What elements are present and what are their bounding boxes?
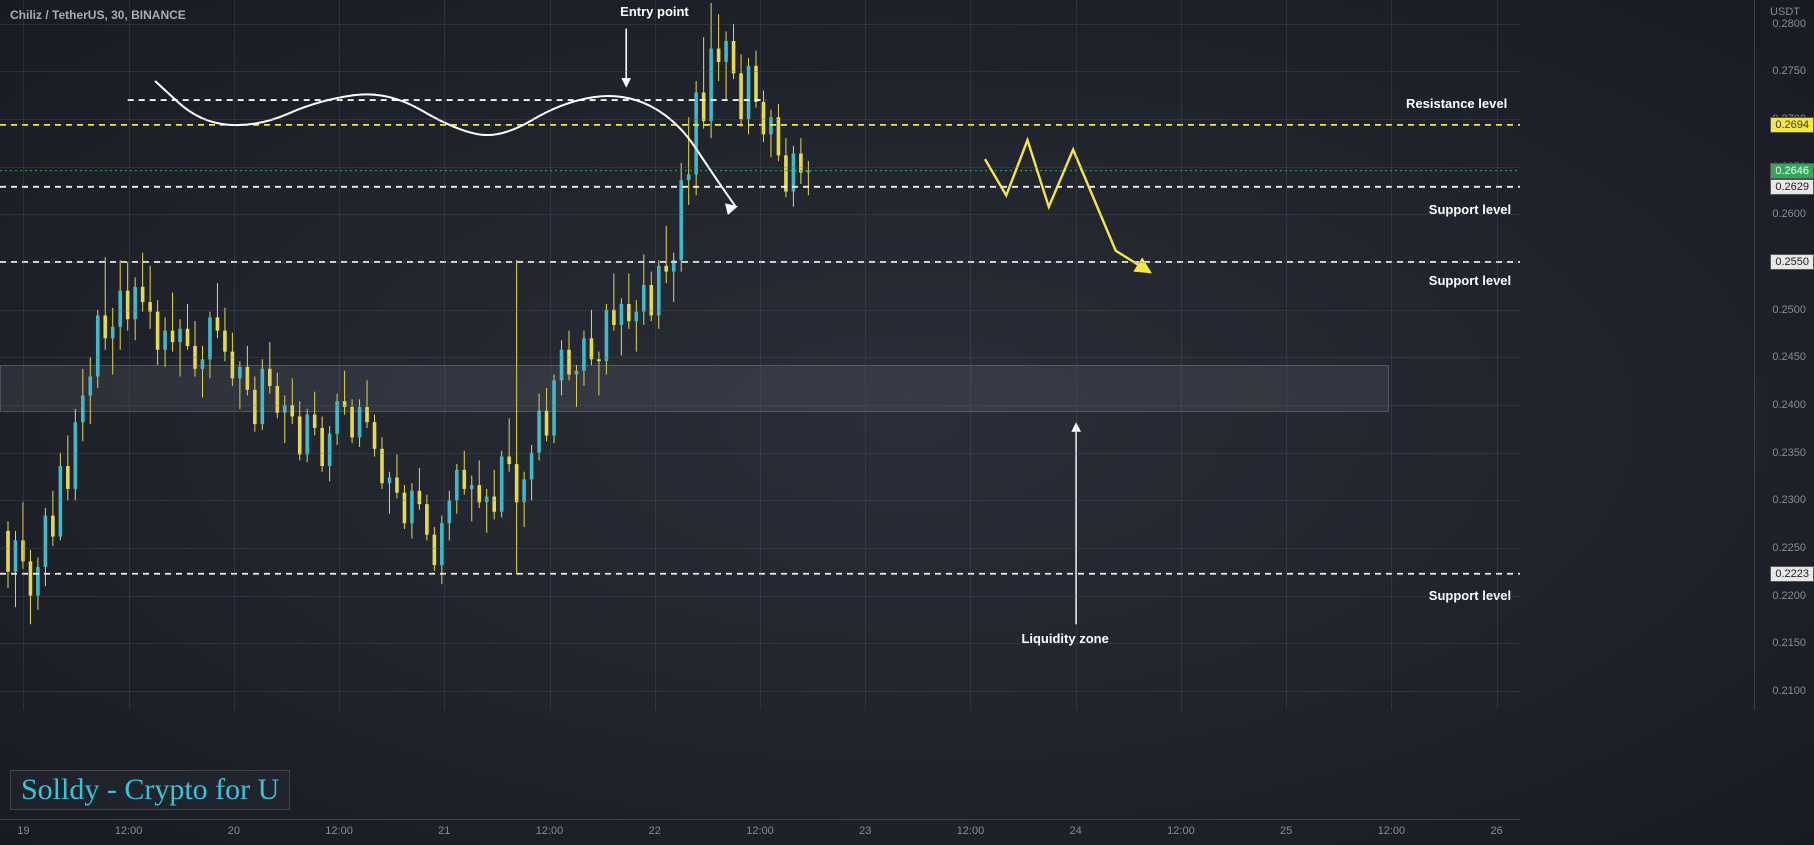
gridline-v: [444, 0, 445, 710]
gridline-v: [23, 0, 24, 710]
gridline-v: [234, 0, 235, 710]
y-tick-label: 0.2750: [1772, 65, 1806, 77]
price-tag-support1: 0.2629: [1770, 179, 1814, 195]
gridline-v: [865, 0, 866, 710]
y-tick-label: 0.2450: [1772, 351, 1806, 363]
gridline-v: [655, 0, 656, 710]
x-tick-label: 22: [649, 825, 661, 837]
price-tag-support3: 0.2223: [1770, 566, 1814, 582]
gridline-v: [1076, 0, 1077, 710]
x-tick-label: 24: [1070, 825, 1082, 837]
x-tick-label: 12:00: [957, 825, 985, 837]
y-tick-label: 0.2300: [1772, 494, 1806, 506]
price-tag-support2: 0.2550: [1770, 254, 1814, 270]
x-tick-label: 12:00: [325, 825, 353, 837]
gridline-v: [129, 0, 130, 710]
currency-label: USDT: [1770, 6, 1800, 18]
support2-label: Support level: [1429, 273, 1511, 288]
y-tick-label: 0.2500: [1772, 304, 1806, 316]
price-tag-resistance: 0.2694: [1770, 117, 1814, 133]
price-tag-current: 0.2646: [1770, 163, 1814, 179]
y-tick-label: 0.2200: [1772, 590, 1806, 602]
gridline-v: [970, 0, 971, 710]
x-tick-label: 12:00: [115, 825, 143, 837]
y-tick-label: 0.2800: [1772, 18, 1806, 30]
x-tick-label: 12:00: [536, 825, 564, 837]
gridline-v: [1497, 0, 1498, 710]
y-tick-label: 0.2600: [1772, 208, 1806, 220]
symbol-label: Chiliz / TetherUS, 30, BINANCE: [10, 8, 186, 22]
price-axis: 0.2100 0.2150 0.2200 0.2250 0.2300 0.2350 0.24…: [1754, 0, 1814, 710]
x-tick-label: 23: [859, 825, 871, 837]
x-tick-label: 21: [438, 825, 450, 837]
y-tick-label: 0.2250: [1772, 542, 1806, 554]
x-tick-label: 25: [1280, 825, 1292, 837]
gridline-v: [1391, 0, 1392, 710]
x-tick-label: 26: [1490, 825, 1502, 837]
gridline-v: [550, 0, 551, 710]
resistance-label: Resistance level: [1406, 96, 1507, 111]
gridline-v: [760, 0, 761, 710]
x-tick-label: 12:00: [1378, 825, 1406, 837]
gridline-v: [1286, 0, 1287, 710]
x-tick-label: 12:00: [1167, 825, 1195, 837]
x-tick-label: 20: [228, 825, 240, 837]
y-tick-label: 0.2400: [1772, 399, 1806, 411]
gridline-v: [339, 0, 340, 710]
y-tick-label: 0.2150: [1772, 637, 1806, 649]
gridline-v: [1181, 0, 1182, 710]
x-tick-label: 19: [17, 825, 29, 837]
time-axis: 19 12:00 20 12:00 21 12:00 22 12:00 23 12:00 24 12:…: [0, 819, 1520, 845]
y-tick-label: 0.2100: [1772, 685, 1806, 697]
y-tick-label: 0.2350: [1772, 447, 1806, 459]
watermark: Solldy - Crypto for U: [10, 770, 290, 810]
x-tick-label: 12:00: [746, 825, 774, 837]
